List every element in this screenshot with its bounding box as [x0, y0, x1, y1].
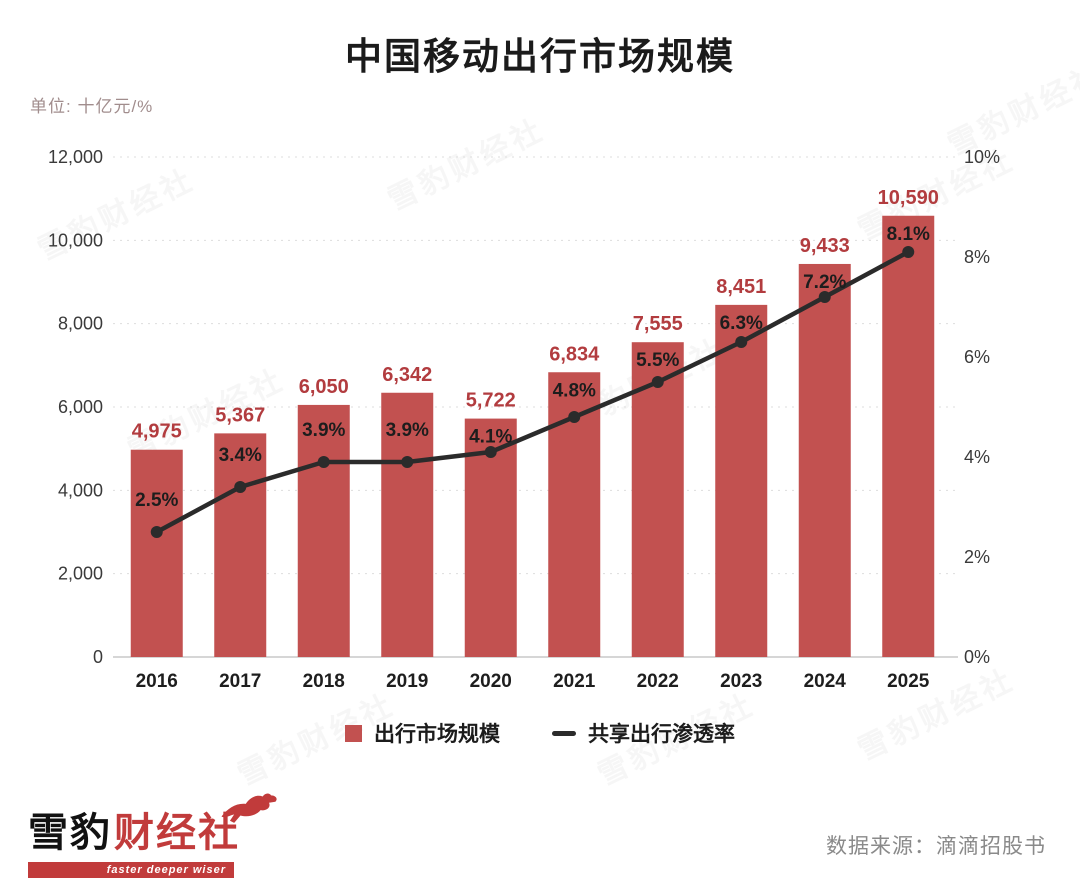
- bar-2022: [631, 342, 684, 657]
- bar-value-label: 5,367: [215, 404, 265, 426]
- line-value-label: 2.5%: [135, 490, 178, 511]
- x-axis-label-2022: 2022: [637, 671, 679, 692]
- bar-2024: [798, 263, 851, 657]
- chart-title: 中国移动出行市场规模: [345, 36, 735, 77]
- bar-2020: [464, 418, 517, 657]
- bar-value-label: 10,590: [878, 187, 939, 209]
- bar-2018: [297, 404, 350, 657]
- right-axis-tick: 0%: [964, 647, 990, 667]
- right-axis-tick: 4%: [964, 447, 990, 467]
- legend-item-penetration: 共享出行渗透率: [552, 718, 735, 748]
- publisher-logo: 雪豹 财经社 faster deeper wiser: [28, 793, 308, 878]
- left-axis-tick: 4,000: [58, 480, 103, 500]
- legend-label-market-size: 出行市场规模: [374, 723, 500, 746]
- left-axis-tick: 8,000: [58, 314, 103, 334]
- left-axis-tick: 10,000: [48, 230, 103, 250]
- x-axis-label-2018: 2018: [303, 671, 345, 692]
- x-axis-label-2016: 2016: [136, 671, 178, 692]
- bar-value-label: 8,451: [716, 276, 766, 298]
- combo-chart: 12,000 10,000 8,000 6,000 4,000 2,000 0 10% 8% 6%…: [48, 147, 1000, 692]
- bar-value-label: 4,975: [132, 421, 182, 443]
- line-value-label: 5.5%: [636, 350, 679, 371]
- line-value-label: 3.9%: [302, 420, 345, 441]
- bar-value-label: 5,722: [466, 390, 516, 412]
- logo-red-text: 财经社: [114, 811, 240, 855]
- bar-2016: [130, 449, 183, 657]
- left-axis-tick: 0: [93, 647, 103, 667]
- bar-2019: [381, 392, 434, 657]
- line-point: [735, 336, 748, 348]
- line-point: [651, 376, 664, 388]
- line-value-label: 6.3%: [720, 313, 763, 334]
- x-axis-label-2021: 2021: [553, 671, 596, 692]
- x-axis-label-2017: 2017: [219, 671, 261, 692]
- line-point: [568, 411, 581, 423]
- right-axis-tick: 10%: [964, 147, 1000, 167]
- bar-value-label: 6,050: [299, 376, 349, 398]
- bar-2017: [214, 433, 267, 657]
- logo-black-text: 雪豹: [28, 811, 112, 855]
- chart-legend: 出行市场规模 共享出行渗透率: [0, 718, 1080, 748]
- line-value-label: 3.9%: [386, 420, 429, 441]
- line-value-label: 4.1%: [469, 427, 512, 448]
- bar-series-swatch-icon: [345, 724, 362, 742]
- line-value-label: 4.8%: [553, 380, 596, 401]
- bar-value-label: 6,834: [549, 343, 600, 365]
- left-axis-tick: 12,000: [48, 147, 103, 167]
- bar-value-label: 9,433: [800, 235, 850, 257]
- line-point: [818, 291, 831, 303]
- leopard-logo-icon: [218, 788, 282, 831]
- line-point: [317, 456, 330, 468]
- bar-2023: [715, 304, 768, 657]
- line-point: [484, 446, 497, 458]
- right-axis-tick: 6%: [964, 347, 990, 367]
- x-axis-label-2024: 2024: [804, 671, 847, 692]
- line-point: [234, 481, 247, 493]
- bar-2025: [882, 215, 935, 657]
- x-axis-label-2020: 2020: [470, 671, 512, 692]
- line-point: [150, 526, 163, 538]
- line-point: [401, 456, 414, 468]
- right-axis-tick: 2%: [964, 547, 990, 567]
- line-value-label: 8.1%: [887, 224, 930, 245]
- penetration-rate-line: [154, 249, 911, 535]
- x-axis-label-2025: 2025: [887, 671, 930, 692]
- legend-item-market-size: 出行市场规模: [345, 718, 500, 748]
- left-axis-tick: 2,000: [58, 564, 103, 584]
- left-axis-tick: 6,000: [58, 397, 103, 417]
- line-value-label: 7.2%: [803, 272, 846, 293]
- bar-value-label: 6,342: [382, 364, 432, 386]
- legend-label-penetration: 共享出行渗透率: [588, 723, 735, 746]
- data-source-text: 数据来源：滴滴招股书: [826, 835, 1046, 858]
- line-value-label: 3.4%: [219, 445, 262, 466]
- right-axis-tick: 8%: [964, 247, 990, 267]
- line-series-swatch-icon: [552, 730, 576, 736]
- line-point: [902, 246, 915, 258]
- logo-tagline: faster deeper wiser: [28, 862, 234, 878]
- bar-value-label: 7,555: [633, 313, 683, 335]
- unit-label: 单位: 十亿元/%: [30, 97, 154, 116]
- x-axis-label-2019: 2019: [386, 671, 428, 692]
- x-axis-label-2023: 2023: [720, 671, 762, 692]
